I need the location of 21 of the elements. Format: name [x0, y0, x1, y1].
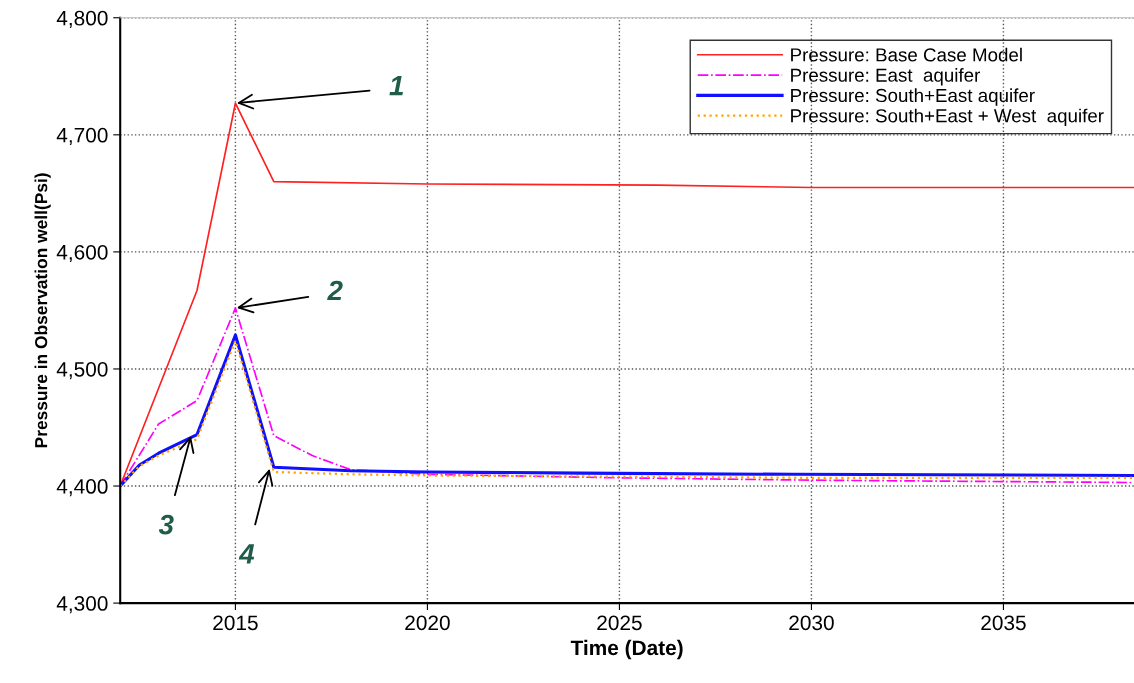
annotation: 1 — [389, 76, 403, 96]
y-tick-label: 4,500 — [56, 361, 108, 380]
legend-label: Pressure: South+East + West aquifer — [791, 108, 1104, 127]
annotation: 2 — [327, 280, 343, 301]
y-tick-label: 4,400 — [56, 479, 108, 497]
x-axis-title: Time (Date) — [570, 639, 683, 660]
y-tick-label: 4,600 — [56, 244, 108, 263]
x-tick-label: 2015 — [213, 615, 258, 631]
annotation: 4 — [238, 544, 255, 564]
legend-label: Pressure: East aquifer — [791, 68, 980, 86]
y-tick-label: 4,700 — [56, 127, 108, 146]
y-tick-label: 4,300 — [56, 596, 108, 614]
y-tick-label: 4,800 — [56, 10, 108, 28]
annotation: 3 — [158, 514, 174, 535]
legend-label: Pressure: Base Case Model — [791, 47, 1022, 62]
x-tick-label: 2030 — [789, 615, 834, 631]
legend-label: Pressure: South+East aquifer — [791, 88, 1035, 106]
x-tick-label: 2020 — [405, 615, 450, 631]
x-tick-label: 2035 — [981, 615, 1026, 631]
y-axis-title: Pressure in Observation well(Psi) — [34, 173, 51, 448]
x-tick-label: 2025 — [597, 615, 642, 631]
